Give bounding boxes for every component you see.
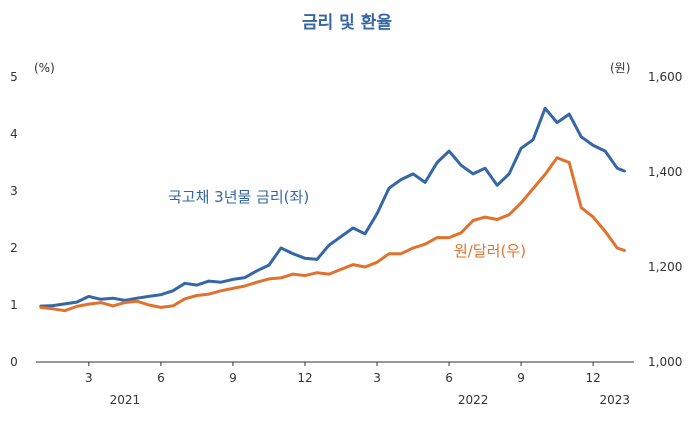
x-tick-label: 12 <box>297 371 312 385</box>
x-tick-label: 6 <box>157 371 165 385</box>
year-label: 2022 <box>458 393 489 407</box>
x-tick-label: 6 <box>445 371 453 385</box>
x-tick-label: 9 <box>229 371 237 385</box>
left-tick-label: 2 <box>10 241 18 255</box>
series-label-bond-yield: 국고채 3년물 금리(좌) <box>168 188 309 206</box>
right-tick-label: 1,200 <box>648 260 682 274</box>
right-tick-label: 1,400 <box>648 165 682 179</box>
left-tick-label: 0 <box>10 355 18 369</box>
chart-title: 금리 및 환율 <box>302 13 392 33</box>
series-line-bond-yield <box>39 106 626 308</box>
x-tick-label: 3 <box>373 371 381 385</box>
year-label: 2021 <box>110 393 141 407</box>
left-tick-label: 3 <box>10 184 18 198</box>
left-tick-label: 5 <box>10 70 18 84</box>
x-tick-label: 9 <box>517 371 525 385</box>
right-tick-label: 1,600 <box>648 70 682 84</box>
left-tick-label: 4 <box>10 127 18 141</box>
series-label-krw-usd: 원/달러(우) <box>454 242 526 260</box>
right-tick-label: 1,000 <box>648 355 682 369</box>
x-tick-label: 12 <box>586 371 601 385</box>
year-label: 2023 <box>600 393 631 407</box>
right-axis-unit: (원) <box>610 61 630 75</box>
left-axis-unit: (%) <box>34 61 55 75</box>
series-line-krw-usd <box>39 156 626 313</box>
left-tick-label: 1 <box>10 298 18 312</box>
x-tick-label: 3 <box>85 371 93 385</box>
